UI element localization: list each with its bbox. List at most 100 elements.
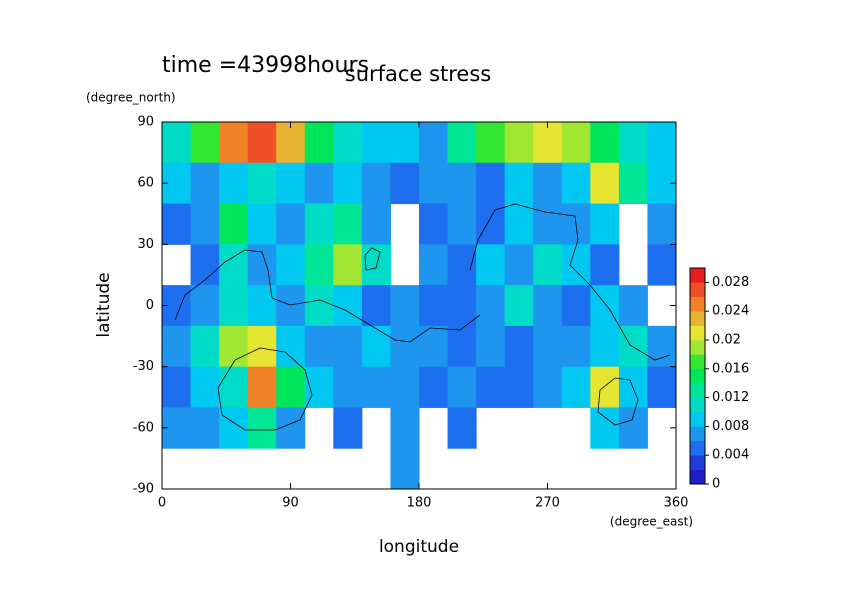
cell: [276, 366, 306, 408]
cell: [361, 203, 391, 245]
cell: [219, 203, 249, 245]
colorbar-segment: [690, 325, 705, 341]
cell: [447, 162, 477, 205]
cell: [333, 407, 363, 449]
cell: [247, 285, 277, 327]
cell: [590, 244, 620, 286]
cell: [219, 162, 249, 205]
cell: [533, 122, 563, 164]
cell: [304, 122, 334, 164]
cell: [333, 325, 363, 368]
colorbar-tick-label: 0.028: [712, 275, 749, 290]
coastline: [469, 203, 671, 361]
cell: [390, 122, 420, 164]
cell: [276, 122, 306, 164]
cell: [276, 162, 306, 205]
cell: [447, 407, 477, 449]
cell: [590, 122, 620, 164]
cell: [247, 366, 277, 408]
cell: [561, 244, 591, 286]
colorbar-segment: [690, 469, 705, 485]
cell: [504, 162, 534, 205]
cell: [647, 122, 677, 164]
cell: [419, 325, 449, 368]
cell: [219, 122, 249, 164]
cell: [590, 203, 620, 245]
cell: [333, 162, 363, 205]
cell: [333, 285, 363, 327]
cell: [361, 325, 391, 368]
cell: [419, 366, 449, 408]
cell: [476, 285, 506, 327]
cell: [304, 162, 334, 205]
cell: [276, 285, 306, 327]
cell: [333, 122, 363, 164]
colorbar-segment: [690, 340, 705, 355]
x-tick-label: 270: [535, 496, 560, 511]
cell: [647, 203, 677, 245]
cell: [190, 325, 220, 368]
cell: [304, 285, 334, 327]
cell: [162, 203, 192, 245]
colorbar-segment: [690, 455, 705, 470]
cell: [504, 325, 534, 368]
cell: [390, 162, 420, 205]
cell: [390, 366, 420, 408]
cell: [333, 366, 363, 408]
cell: [476, 366, 506, 408]
colorbar-segment: [690, 282, 705, 298]
y-tick-label: -90: [133, 482, 154, 497]
cell: [504, 285, 534, 327]
x-unit: (degree_east): [610, 515, 693, 529]
cell: [561, 325, 591, 368]
cell: [447, 366, 477, 408]
cell: [476, 122, 506, 164]
coastlines: [174, 203, 671, 431]
colorbar-tick-label: 0.004: [712, 448, 749, 463]
cell: [304, 244, 334, 286]
cell: [590, 325, 620, 368]
cell: [647, 325, 677, 368]
cell: [190, 244, 220, 286]
cell: [190, 122, 220, 164]
cell: [533, 162, 563, 205]
colorbar-segment: [690, 368, 705, 384]
cell: [190, 407, 220, 449]
cell: [190, 366, 220, 408]
cell: [561, 285, 591, 327]
cell: [390, 325, 420, 368]
cell: [276, 244, 306, 286]
cell: [590, 407, 620, 449]
cell: [590, 162, 620, 205]
y-tick-label: 90: [137, 115, 154, 130]
cell: [247, 407, 277, 449]
colorbar-tick-label: 0.016: [712, 361, 749, 376]
cell: [618, 407, 648, 449]
colorbar-tick-label: 0.012: [712, 390, 749, 405]
x-tick-label: 90: [282, 496, 299, 511]
colorbar-tick-label: 0: [712, 477, 720, 492]
cell: [561, 122, 591, 164]
colorbar-tick-label: 0.008: [712, 419, 749, 434]
colorbar-segment: [690, 412, 705, 427]
y-tick-label: 0: [146, 298, 154, 313]
colorbar-segment: [690, 397, 705, 413]
colorbar-segment: [690, 383, 705, 398]
cell: [190, 285, 220, 327]
cell: [618, 162, 648, 205]
cell: [447, 203, 477, 245]
coastline: [364, 247, 381, 271]
x-tick-label: 0: [158, 496, 166, 511]
cell: [247, 203, 277, 245]
cell: [476, 162, 506, 205]
cell: [333, 244, 363, 286]
cell: [447, 244, 477, 286]
y-unit: (degree_north): [86, 91, 176, 105]
cell: [276, 407, 306, 449]
cell: [419, 122, 449, 164]
cell: [647, 244, 677, 286]
colorbar-tick-label: 0.02: [712, 333, 741, 348]
cell: [561, 162, 591, 205]
cell: [247, 122, 277, 164]
